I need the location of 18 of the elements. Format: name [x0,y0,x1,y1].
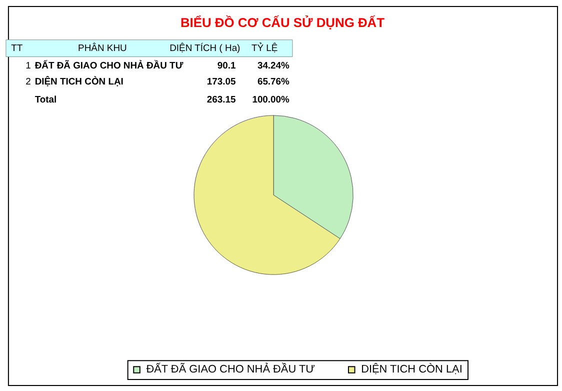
text: DIỆN TÍCH ( Ha) [170,42,240,54]
chart-title: BIỂU ĐỒ CƠ CẤU SỬ DỤNG ĐẤT [180,14,385,30]
text: 90.1 [217,60,236,72]
text: 1 [26,60,31,72]
text: 263.15 [206,94,236,106]
text: 2 [26,76,31,88]
legend-label: ĐẤT ĐÃ GIAO CHO NHẢ ĐẦU TƯ [146,362,315,376]
text: 65.76% [257,76,290,88]
text: TT [11,42,23,54]
category-label: DIỆN TICH CÒN LẠI [34,76,124,88]
text: 173.05 [206,76,236,88]
text: TỶ LỆ [251,42,278,54]
text: 100.00% [252,94,290,106]
category-label: ĐẤT ĐÃ GIAO CHO NHẢ ĐẦU TƯ [34,60,184,72]
text: Total [34,94,57,106]
legend-label: DIỆN TICH CÒN LẠI [361,362,462,376]
text: PHÂN KHU [78,42,128,54]
text: 34.24% [257,60,290,72]
